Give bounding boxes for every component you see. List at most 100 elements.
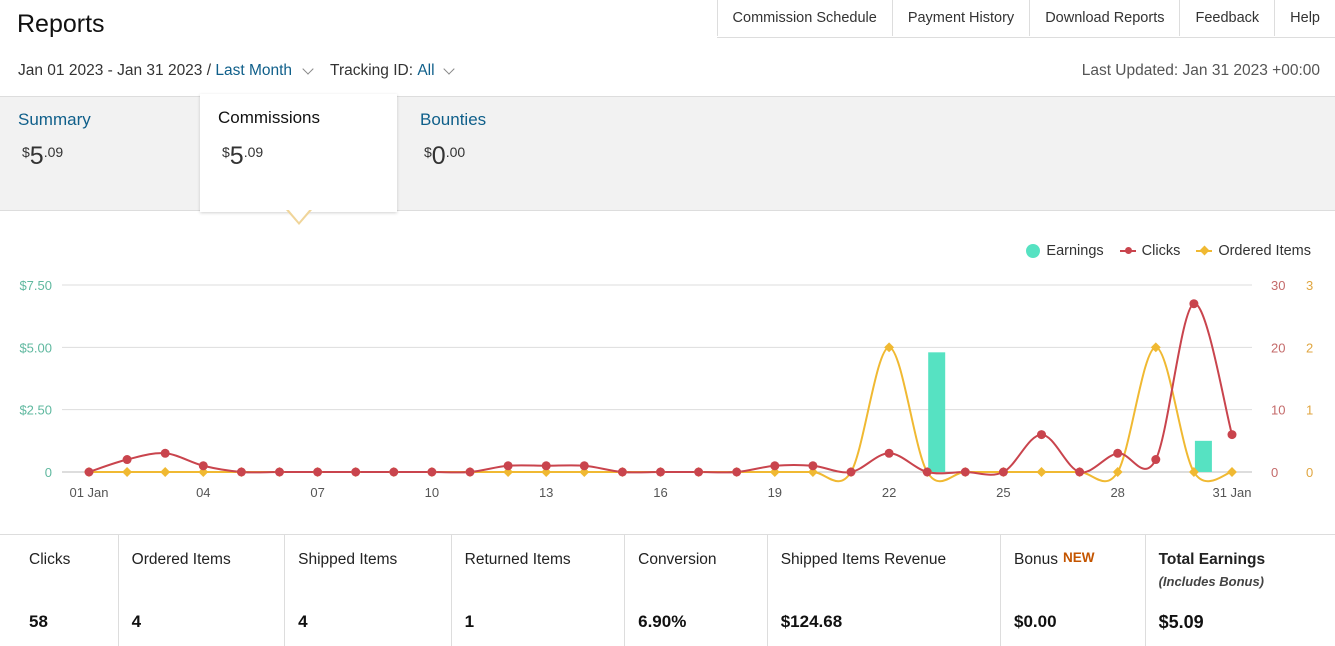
clicks-point [998, 467, 1008, 477]
clicks-point [160, 448, 170, 458]
clicks-point [389, 467, 399, 477]
ordered-items-point [1227, 467, 1237, 477]
nav-commission-schedule[interactable]: Commission Schedule [716, 0, 892, 36]
page-title: Reports [17, 10, 105, 38]
legend-clicks-label: Clicks [1141, 243, 1181, 259]
amount-cents: .09 [43, 144, 64, 160]
ordered-items-point [541, 467, 552, 477]
clicks-point [541, 461, 551, 471]
clicks-line [88, 302, 1233, 476]
tab-bounties[interactable]: Bounties $0.00 [402, 96, 602, 209]
earnings-dot-icon [1026, 244, 1041, 258]
amount-whole: 0 [431, 142, 446, 170]
tab-summary[interactable]: Summary $5.09 [0, 96, 200, 209]
nav-payment-history[interactable]: Payment History [891, 0, 1029, 36]
clicks-point [579, 461, 589, 471]
chevron-down-icon[interactable] [302, 63, 314, 75]
stat-label: Conversion [638, 551, 717, 568]
ordered-items-point [1112, 467, 1123, 477]
clicks-point [122, 455, 132, 465]
nav-download-reports[interactable]: Download Reports [1029, 0, 1179, 36]
period-dropdown[interactable]: Last Month [215, 62, 293, 79]
ordered-items-point [1188, 467, 1199, 477]
clicks-point [1189, 299, 1199, 309]
x-tick-label: 25 [996, 485, 1010, 500]
y-right-clicks-tick-label: 0 [1271, 465, 1278, 480]
stat-value: $124.68 [780, 612, 843, 631]
x-tick-label: 16 [653, 485, 667, 500]
stat-clicks: Clicks 58 [0, 535, 119, 646]
earnings-chart: 0 0 0 $2.50 10 1 $5.00 20 2 $7.50 30 3 01 Jan 04 07 10 1… [19, 278, 1313, 500]
commissions-amount: $5.09 [222, 142, 263, 171]
legend-earnings-label: Earnings [1046, 243, 1104, 259]
x-tick-label: 28 [1110, 485, 1124, 500]
amount-cents: .00 [445, 144, 466, 160]
stat-total-earnings: Total Earnings (Includes Bonus) $5.09 [1146, 535, 1335, 646]
stat-label: Returned Items [464, 551, 571, 568]
x-tick-label: 19 [768, 485, 782, 500]
stat-value: $0.00 [1014, 612, 1057, 631]
y-left-tick-label: 0 [45, 465, 52, 480]
date-range: Jan 01 2023 - Jan 31 2023 [18, 62, 203, 79]
currency-symbol: $ [22, 144, 30, 160]
stat-value: 4 [298, 612, 308, 631]
ordered-items-point [1150, 342, 1161, 353]
nav-help[interactable]: Help [1274, 0, 1335, 36]
last-updated: Last Updated: Jan 31 2023 +00:00 [1081, 62, 1320, 79]
stat-shipped-revenue: Shipped Items Revenue $124.68 [768, 535, 1001, 646]
clicks-point [656, 467, 665, 477]
active-tab-caret-inner [288, 209, 310, 222]
nav-feedback[interactable]: Feedback [1179, 0, 1274, 36]
clicks-point [275, 467, 284, 477]
summary-amount: $5.09 [22, 142, 63, 171]
clicks-point [465, 467, 475, 477]
chart-legend: Earnings Clicks Ordered Items [1010, 243, 1311, 259]
legend-earnings[interactable]: Earnings [1026, 243, 1104, 259]
ordered-items-point [884, 342, 895, 353]
ordered-items-point [160, 467, 171, 477]
clicks-point [503, 461, 513, 471]
ordered-items-line-icon [1196, 245, 1213, 256]
legend-ordered-items[interactable]: Ordered Items [1196, 243, 1311, 259]
tracking-label: Tracking ID: [330, 62, 414, 79]
ordered-items-point [198, 467, 209, 477]
x-tick-label: 07 [310, 485, 324, 500]
amount-cents: .09 [243, 144, 264, 160]
stat-ordered-items: Ordered Items 4 [119, 535, 286, 646]
amount-whole: 5 [229, 142, 244, 170]
clicks-point [84, 467, 94, 477]
clicks-point [884, 448, 894, 458]
clicks-point [1151, 455, 1161, 465]
y-right-clicks-tick-label: 30 [1271, 278, 1285, 293]
stat-value: $5.09 [1158, 612, 1204, 632]
stat-returned-items: Returned Items 1 [452, 535, 626, 646]
clicks-point [1075, 467, 1085, 477]
stat-value: 6.90% [638, 612, 687, 631]
tracking-id-dropdown[interactable]: All [417, 62, 435, 79]
legend-clicks[interactable]: Clicks [1119, 243, 1181, 259]
stat-value: 1 [464, 612, 475, 631]
y-right-items-tick-label: 1 [1306, 403, 1313, 418]
y-right-clicks-tick-label: 20 [1271, 340, 1285, 355]
chevron-down-icon[interactable] [442, 63, 455, 75]
stat-label: Bonus NEW [1014, 550, 1094, 569]
tab-commissions[interactable]: Commissions $5.09 [200, 94, 397, 212]
stat-label: Clicks [29, 551, 71, 568]
ordered-items-point [579, 467, 590, 477]
stat-bonus: Bonus NEW $0.00 [1001, 535, 1146, 646]
currency-symbol: $ [222, 144, 230, 160]
ordered-items-line [88, 346, 1233, 483]
tab-commissions-label[interactable]: Commissions [218, 108, 321, 127]
date-filter-row: Jan 01 2023 - Jan 31 2023 / Last Month T… [18, 62, 471, 80]
clicks-point [617, 467, 627, 477]
y-left-tick-label: $2.50 [19, 403, 52, 418]
clicks-point [694, 467, 704, 477]
x-tick-label: 31 Jan [1212, 485, 1251, 500]
clicks-point [1037, 430, 1046, 440]
clicks-point [1113, 448, 1123, 458]
tab-bounties-label[interactable]: Bounties [420, 110, 487, 129]
clicks-point [351, 467, 361, 477]
earnings-bar [928, 352, 946, 472]
ordered-items-point [1036, 467, 1047, 477]
tab-summary-label[interactable]: Summary [18, 110, 91, 129]
